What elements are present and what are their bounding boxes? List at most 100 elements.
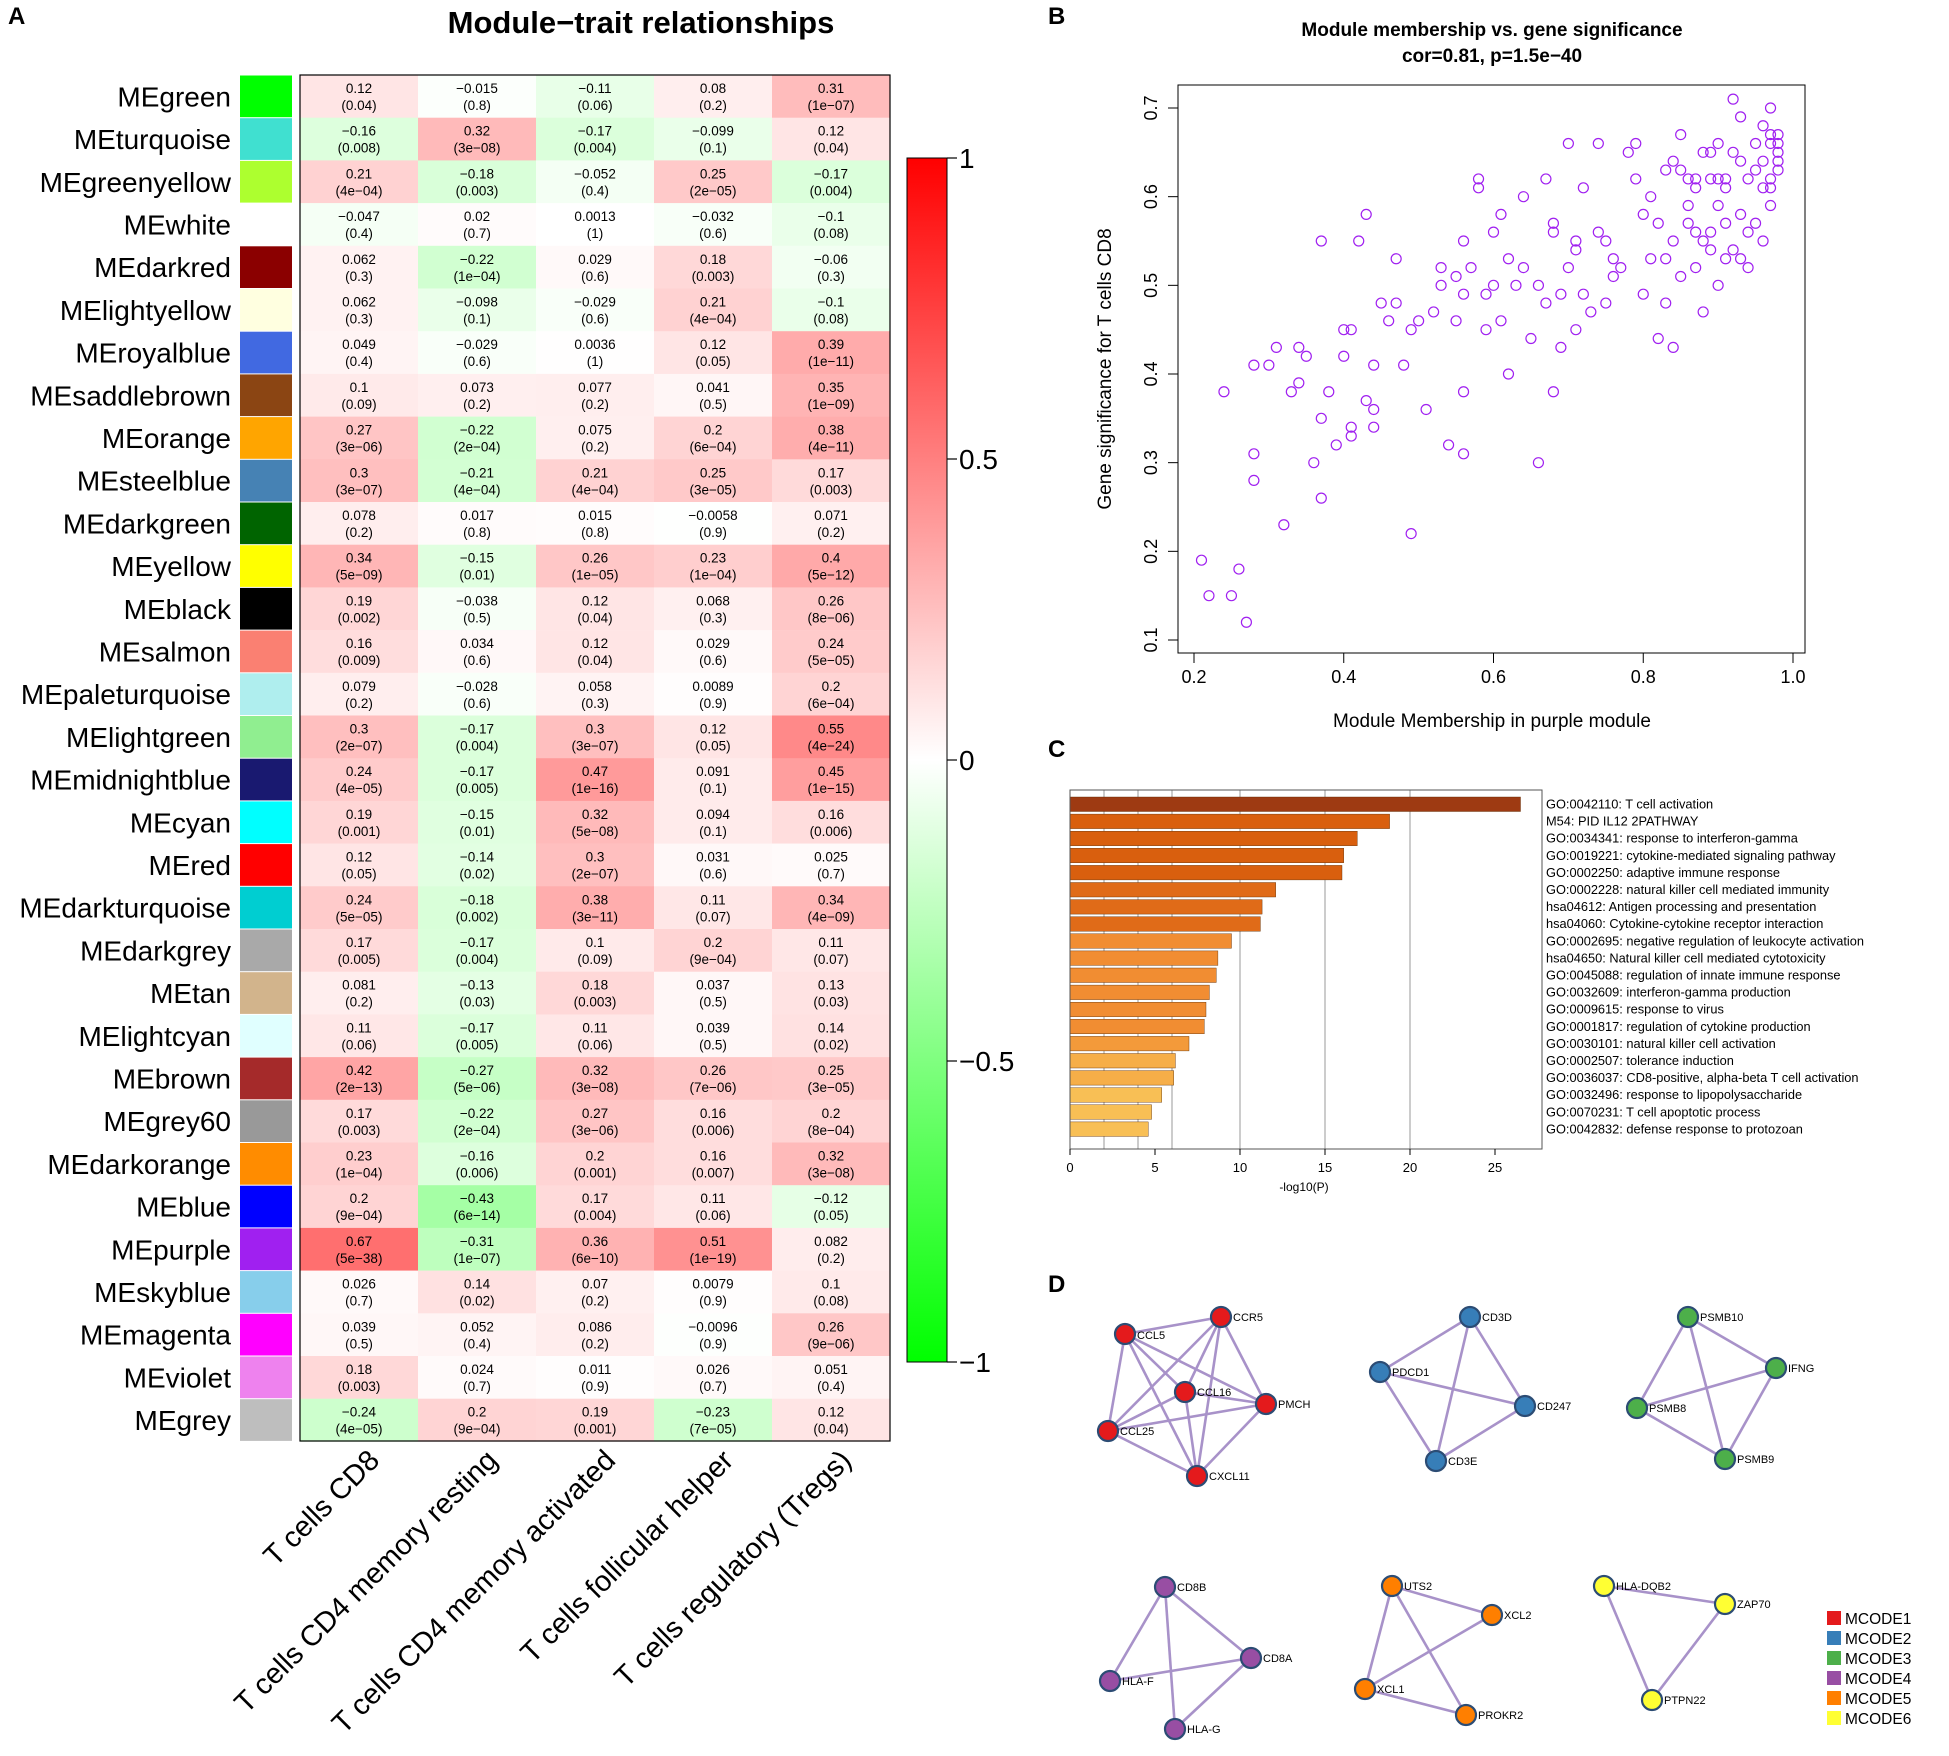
module-label: MEroyalblue [75,338,231,369]
p-value: (0.04) [813,141,848,156]
p-value: (0.08) [813,226,848,241]
heatmap-cell [300,502,418,545]
heatmap-cell [654,630,772,674]
correlation-value: −0.098 [456,295,498,310]
module-label: MEred [149,850,231,881]
correlation-value: −0.16 [342,124,376,139]
scatter-point [1517,262,1530,274]
p-value: (0.009) [338,653,381,668]
p-value: (5e−05) [808,653,855,668]
heatmap-cell [300,1142,418,1186]
correlation-value: 0.029 [696,636,730,651]
scatter-point [1577,288,1589,300]
p-value: (1e−19) [690,1251,737,1266]
heatmap-cell [418,373,536,417]
scatter-point [1712,279,1724,291]
correlation-value: 0.21 [700,295,726,310]
scatter-point [1435,279,1447,291]
p-value: (2e−07) [572,867,619,882]
scatter-point [1480,324,1492,336]
module-label: MEdarkgreen [63,508,231,539]
network-edge [1636,1366,1777,1410]
legend-swatch [1827,1631,1841,1645]
correlation-value: 0.052 [460,1319,494,1334]
p-value: (4e−24) [808,739,855,754]
heatmap-cell [772,1142,890,1186]
network-edge [1364,1613,1493,1691]
scatter-point [1315,412,1327,424]
scatter-y-label: Gene significance for T cells CD8 [1095,228,1116,509]
enrichment-bar [1069,933,1232,949]
x-tick-label: 1.0 [1780,667,1805,687]
scatter-point [1263,359,1275,371]
heatmap-cell [418,800,536,844]
p-value: (0.5) [699,397,727,412]
scatter-point [1764,199,1777,212]
heatmap-cell [654,800,772,844]
p-value: (0.03) [459,995,494,1010]
p-value: (0.003) [810,482,853,497]
module-color-swatch [240,630,292,673]
network-node [1239,1646,1263,1670]
scatter-point [1405,324,1417,336]
p-value: (0.6) [581,269,609,284]
correlation-value: 0.67 [346,1234,372,1249]
network-edge [1468,1316,1527,1407]
scatter-point [1368,403,1380,416]
node-label: CD3E [1448,1456,1477,1468]
module-label: MEgreenyellow [40,167,232,198]
scatter-point [1487,279,1500,291]
legend-swatch [1827,1671,1841,1685]
p-value: (4e−11) [808,440,854,455]
heatmap-row: MEskyblue 0.026 (0.7) 0.14 (0.02) 0.07 (0.2) 0.… [94,1270,890,1314]
p-value: (0.004) [456,739,499,754]
p-value: (3e−07) [572,739,619,754]
correlation-value: 0.12 [818,1405,844,1420]
heatmap-row: MEturquoise −0.16 (0.008) 0.32 (3e−08) −0.17 (… [74,117,890,161]
module-label: MEpurple [111,1234,231,1265]
module-color-swatch [240,1185,292,1228]
heatmap-cell [418,502,536,545]
scatter-point [1293,341,1305,353]
correlation-value: −0.23 [696,1405,730,1420]
correlation-value: 0.079 [342,679,376,694]
heatmap-row: MEpurple 0.67 (5e−38) −0.31 (1e−07) 0.36 (6e−1… [111,1227,890,1271]
heatmap-cell [300,1356,418,1399]
correlation-value: 0.24 [818,636,845,651]
enrichment-panel: 0 5 10 15 20 25 GO:0042110: T cell activation… [1066,789,1864,1194]
p-value: (0.06) [577,1037,612,1052]
heatmap-cell [536,587,654,631]
p-value: (4e−05) [336,781,383,796]
correlation-value: 0.039 [696,1020,730,1035]
term-label: GO:0009615: response to virus [1546,1002,1724,1017]
correlation-value: 0.12 [818,124,844,139]
scatter-point [1540,297,1552,309]
p-value: (0.06) [341,1037,376,1052]
correlation-value: 0.12 [582,636,608,651]
p-value: (3e−05) [808,1080,855,1095]
network-node [1173,1380,1197,1404]
bar-x-tick-label: 25 [1488,1160,1502,1175]
scatter-point [1712,173,1724,185]
heatmap-cell [536,160,654,204]
correlation-value: 0.51 [700,1234,726,1249]
p-value: (1e−16) [572,781,619,796]
scatter-point [1764,102,1777,114]
scatter-point [1345,430,1357,442]
module-color-swatch [240,1228,292,1271]
heatmap-cell [654,117,772,161]
heatmap-row: MElightyellow 0.062 (0.3) −0.098 (0.1) −0.029… [60,288,890,332]
heatmap-cell [772,929,890,972]
scatter-point [1637,288,1649,300]
scatter-point [1405,527,1417,540]
heatmap-row: MEsalmon 0.16 (0.009) 0.034 (0.6) 0.12 (0.04) 0… [99,630,890,674]
scatter-point [1562,262,1574,274]
heatmap-row: MEgreen 0.12 (0.04) −0.015 (0.8) −0.11 (0.06) 0… [117,75,890,118]
network-edge [1107,1402,1267,1433]
heatmap-cell [772,672,890,716]
term-label: hsa04612: Antigen processing and present… [1546,899,1816,914]
network-edge [1636,1406,1726,1461]
p-value: (0.002) [456,909,499,924]
p-value: (0.04) [577,653,612,668]
node-label: PDCD1 [1392,1367,1429,1379]
